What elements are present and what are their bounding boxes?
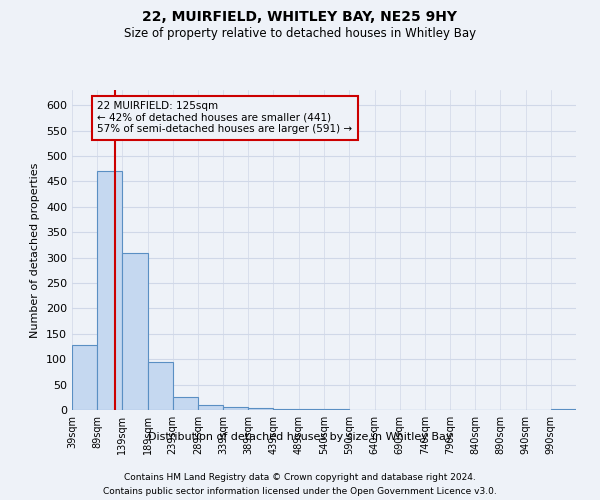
Text: Contains HM Land Registry data © Crown copyright and database right 2024.: Contains HM Land Registry data © Crown c…: [124, 472, 476, 482]
Bar: [173, 398, 198, 410]
Bar: [223, 408, 248, 410]
Text: 22, MUIRFIELD, WHITLEY BAY, NE25 9HY: 22, MUIRFIELD, WHITLEY BAY, NE25 9HY: [143, 10, 458, 24]
Y-axis label: Number of detached properties: Number of detached properties: [31, 162, 40, 338]
Bar: [122, 252, 148, 410]
Text: Distribution of detached houses by size in Whitley Bay: Distribution of detached houses by size …: [148, 432, 452, 442]
Text: 22 MUIRFIELD: 125sqm
← 42% of detached houses are smaller (441)
57% of semi-deta: 22 MUIRFIELD: 125sqm ← 42% of detached h…: [97, 101, 352, 134]
Bar: [72, 345, 97, 410]
Bar: [97, 172, 122, 410]
Bar: [274, 409, 299, 410]
Bar: [198, 405, 223, 410]
Bar: [248, 408, 274, 410]
Bar: [148, 362, 173, 410]
Text: Contains public sector information licensed under the Open Government Licence v3: Contains public sector information licen…: [103, 488, 497, 496]
Text: Size of property relative to detached houses in Whitley Bay: Size of property relative to detached ho…: [124, 28, 476, 40]
